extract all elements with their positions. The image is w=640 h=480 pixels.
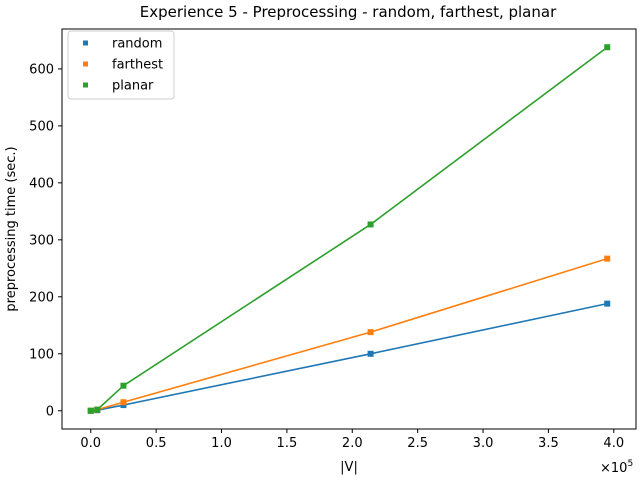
data-point-planar <box>367 221 374 228</box>
legend-label-planar: planar <box>112 79 154 94</box>
legend-label-random: random <box>112 37 162 52</box>
y-tick-label: 100 <box>29 347 54 362</box>
x-offset-label: ×105 <box>600 459 633 476</box>
x-tick-label: 4.0 <box>603 436 624 451</box>
data-point-random <box>604 300 611 307</box>
x-tick-label: 2.5 <box>407 436 428 451</box>
y-tick-label: 600 <box>29 62 54 77</box>
x-axis: 0.0 0.5 1.0 1.5 2.0 2.5 3.0 3.5 4.0 <box>80 429 624 451</box>
data-point-planar <box>120 382 127 389</box>
legend-box <box>67 30 175 100</box>
data-point-random <box>367 350 374 357</box>
data-point-farthest <box>604 255 611 262</box>
y-tick-label: 500 <box>29 119 54 134</box>
y-tick-label: 200 <box>29 290 54 305</box>
x-tick-label: 1.0 <box>211 436 232 451</box>
data-point-planar <box>604 44 611 51</box>
legend-marker-farthest <box>83 61 88 67</box>
x-tick-label: 1.5 <box>277 436 298 451</box>
chart-title: Experience 5 - Preprocessing - random, f… <box>140 3 557 21</box>
series-layer <box>87 44 611 414</box>
data-point-farthest <box>120 399 127 406</box>
legend-marker-planar <box>83 82 88 88</box>
y-axis-label: preprocessing time (sec.) <box>4 146 19 311</box>
y-axis: 0 100 200 300 400 500 600 <box>29 62 62 419</box>
data-point-planar <box>87 407 94 414</box>
legend-marker-random <box>83 40 88 46</box>
series-planar <box>87 44 611 414</box>
legend: random farthest planar <box>67 30 175 100</box>
data-point-farthest <box>367 329 374 336</box>
plot-area <box>61 28 637 430</box>
x-tick-label: 0.0 <box>80 436 101 451</box>
y-tick-label: 0 <box>46 404 54 419</box>
y-tick-label: 300 <box>29 233 54 248</box>
y-tick-label: 400 <box>29 176 54 191</box>
axes-frame <box>61 28 637 430</box>
data-point-planar <box>94 406 101 413</box>
legend-label-farthest: farthest <box>112 58 163 73</box>
x-tick-label: 3.0 <box>473 436 494 451</box>
x-axis-label: |V| <box>340 460 358 475</box>
x-tick-label: 0.5 <box>146 436 167 451</box>
x-tick-label: 3.5 <box>538 436 559 451</box>
x-tick-label: 2.0 <box>342 436 363 451</box>
